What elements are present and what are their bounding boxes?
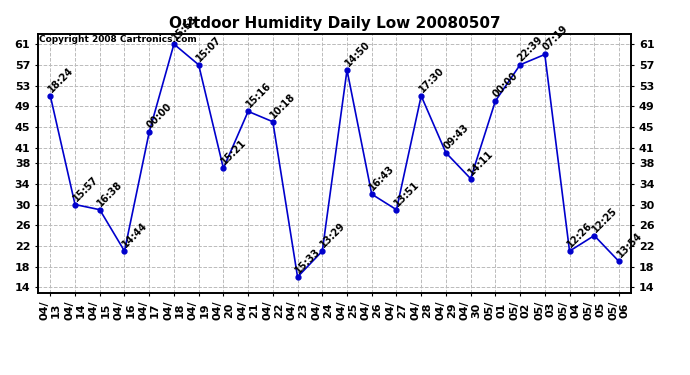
Text: 14:11: 14:11: [466, 148, 495, 177]
Text: 15:57: 15:57: [71, 174, 100, 203]
Text: 10:18: 10:18: [268, 91, 298, 120]
Text: 13:51: 13:51: [393, 179, 422, 208]
Text: 15:53: 15:53: [170, 13, 199, 42]
Text: 00:00: 00:00: [491, 70, 520, 99]
Text: 07:19: 07:19: [541, 24, 570, 53]
Text: 18:24: 18:24: [46, 65, 75, 94]
Text: 16:43: 16:43: [368, 164, 397, 193]
Text: 14:50: 14:50: [343, 39, 372, 68]
Text: 12:25: 12:25: [590, 205, 619, 234]
Text: 13:54: 13:54: [615, 231, 644, 260]
Text: 15:07: 15:07: [195, 34, 224, 63]
Title: Outdoor Humidity Daily Low 20080507: Outdoor Humidity Daily Low 20080507: [169, 16, 500, 31]
Text: 00:00: 00:00: [145, 102, 174, 130]
Text: 14:44: 14:44: [120, 220, 149, 249]
Text: 09:43: 09:43: [442, 122, 471, 151]
Text: 16:38: 16:38: [96, 179, 125, 208]
Text: 22:39: 22:39: [516, 34, 545, 63]
Text: Copyright 2008 Cartronics.com: Copyright 2008 Cartronics.com: [39, 35, 197, 44]
Text: 15:16: 15:16: [244, 81, 273, 110]
Text: 17:30: 17:30: [417, 65, 446, 94]
Text: 13:29: 13:29: [318, 220, 347, 249]
Text: 15:21: 15:21: [219, 138, 248, 167]
Text: 15:33: 15:33: [293, 246, 322, 275]
Text: 12:26: 12:26: [565, 220, 594, 249]
